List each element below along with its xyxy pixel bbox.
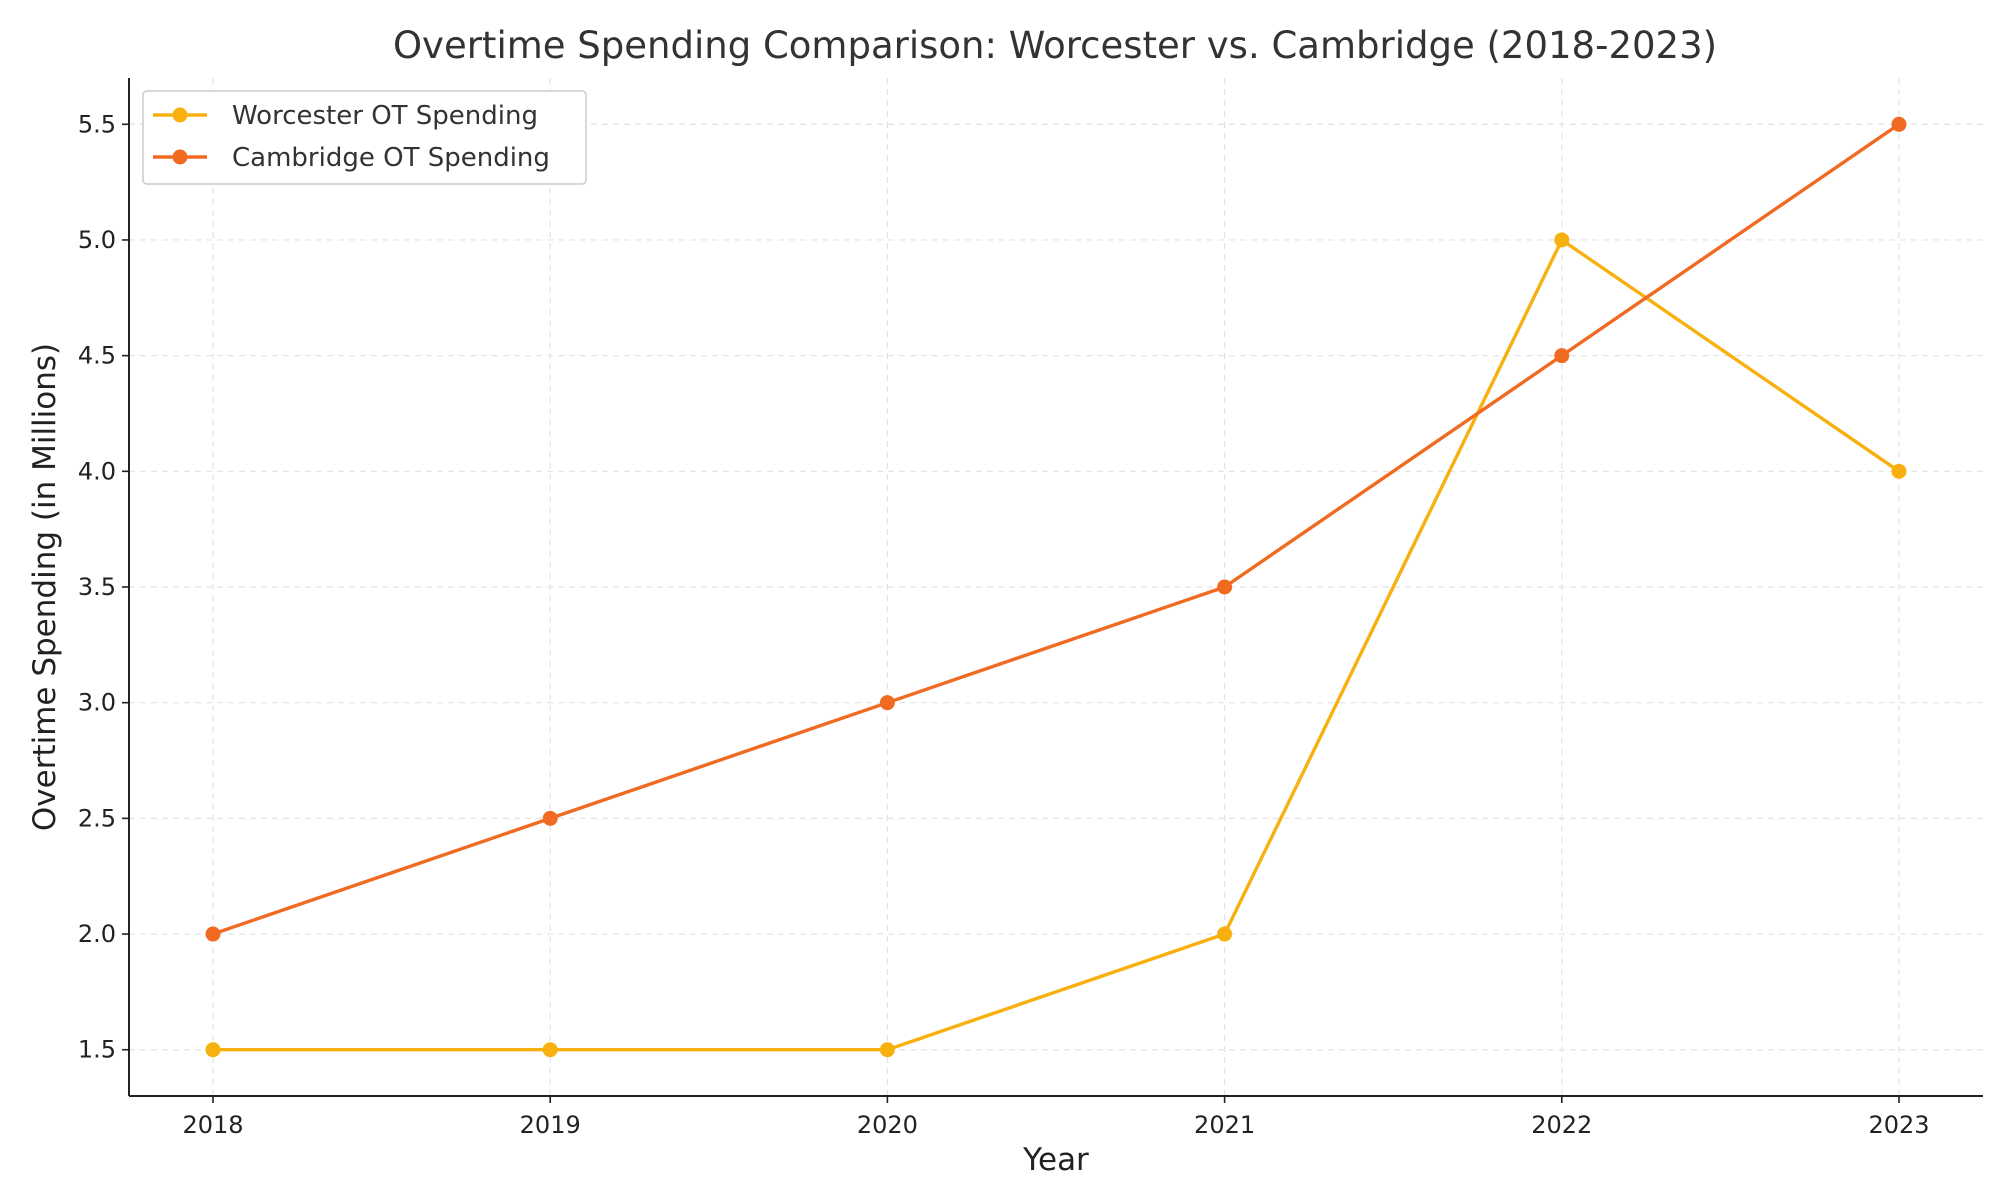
chart-title: Overtime Spending Comparison: Worcester … [393,24,1717,67]
x-tick-label: 2018 [182,1111,243,1139]
cambridge-data-point [1891,116,1907,132]
cambridge-data-point [542,810,558,826]
cambridge-series-line [211,122,1901,936]
y-tick-label: 3.5 [78,573,116,601]
worcester-data-point [205,1042,221,1058]
x-axis-title: Year [1022,1142,1089,1178]
y-tick-label: 3.0 [78,689,116,717]
legend-label: Cambridge OT Spending [232,143,550,173]
y-tick-label: 5.0 [78,226,116,254]
legend: Worcester OT Spending Cambridge OT Spendi… [142,90,587,185]
cambridge-data-point [205,926,221,942]
x-tick-label: 2020 [857,1111,918,1139]
x-tick-label: 2023 [1868,1111,1929,1139]
y-tick-label: 4.5 [78,342,116,370]
legend-label: Worcester OT Spending [232,101,538,131]
y-tick-label: 4.0 [78,457,116,485]
legend-box [142,90,587,185]
series [205,116,1907,1058]
cambridge-data-point [1217,579,1233,595]
legend-swatch-marker [172,149,188,165]
y-tick-label: 2.0 [78,920,116,948]
x-tick-label: 2021 [1194,1111,1255,1139]
x-tick-label: 2019 [520,1111,581,1139]
y-tick-label: 2.5 [78,804,116,832]
grid [129,78,1983,1096]
worcester-data-point [542,1042,558,1058]
cambridge-data-point [879,695,895,711]
worcester-series-line [211,238,1901,1052]
y-tick-label: 5.5 [78,110,116,138]
worcester-data-point [879,1042,895,1058]
y-axis-title: Overtime Spending (in Millions) [27,343,63,831]
worcester-data-point [1891,463,1907,479]
x-tick-label: 2022 [1531,1111,1592,1139]
worcester-data-point [1217,926,1233,942]
cambridge-data-point [1554,348,1570,364]
ticks: 2018 2019 2020 2021 2022 2023 1.5 2.0 2.5 3.0 3.5 4… [78,110,1930,1139]
y-tick-label: 1.5 [78,1036,116,1064]
legend-swatch-marker [172,107,188,123]
worcester-data-point [1554,232,1570,248]
